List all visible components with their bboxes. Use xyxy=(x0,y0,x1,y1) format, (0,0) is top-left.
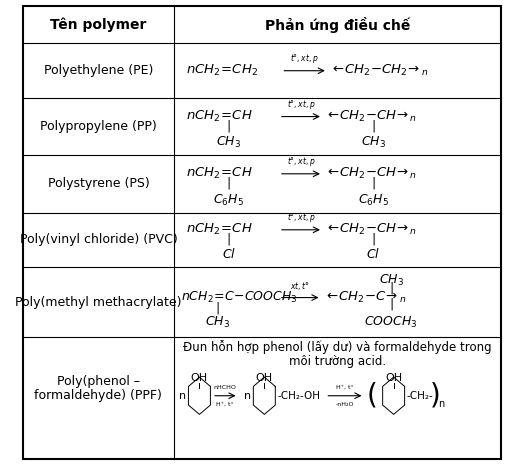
Text: $CH_3$: $CH_3$ xyxy=(361,134,386,150)
Text: Poly(vinyl chloride) (PVC): Poly(vinyl chloride) (PVC) xyxy=(19,233,177,246)
Text: Poly(methyl methacrylate): Poly(methyl methacrylate) xyxy=(15,296,182,309)
Text: Polyethylene (PE): Polyethylene (PE) xyxy=(44,64,153,77)
Text: Tên polymer: Tên polymer xyxy=(50,17,147,32)
Text: $\leftarrow\!CH_2\!-\!C\!\rightarrow_n$: $\leftarrow\!CH_2\!-\!C\!\rightarrow_n$ xyxy=(324,290,407,305)
Text: $C_6H_5$: $C_6H_5$ xyxy=(358,193,388,208)
Text: $\leftarrow\!CH_2\!-\!CH\!\rightarrow_n$: $\leftarrow\!CH_2\!-\!CH\!\rightarrow_n$ xyxy=(325,166,418,181)
Text: $Cl$: $Cl$ xyxy=(222,247,236,261)
Text: (: ( xyxy=(367,382,377,410)
Text: $CH_3$: $CH_3$ xyxy=(206,315,230,330)
Text: H⁺, t°: H⁺, t° xyxy=(336,385,353,390)
Text: $nCH_2\!=\!CH$: $nCH_2\!=\!CH$ xyxy=(186,222,253,237)
Text: -CH₂-: -CH₂- xyxy=(406,391,433,401)
Text: |: | xyxy=(227,120,231,133)
Text: $nCH_2\!=\!C\!-\!COOCH_3$: $nCH_2\!=\!C\!-\!COOCH_3$ xyxy=(181,290,298,305)
Text: $nCH_2\!=\!CH_2$: $nCH_2\!=\!CH_2$ xyxy=(186,63,258,78)
Text: OH: OH xyxy=(191,373,208,383)
Text: n: n xyxy=(438,399,445,409)
Text: OH: OH xyxy=(385,373,402,383)
Text: |: | xyxy=(227,177,231,190)
Text: môi trường acid.: môi trường acid. xyxy=(289,355,386,367)
Text: $\leftarrow\!CH_2\!-\!CH\!\rightarrow_n$: $\leftarrow\!CH_2\!-\!CH\!\rightarrow_n$ xyxy=(325,109,418,124)
Text: |: | xyxy=(227,232,231,246)
Text: formaldehyde) (PPF): formaldehyde) (PPF) xyxy=(34,389,162,402)
Text: $COOCH_3$: $COOCH_3$ xyxy=(364,315,418,330)
Text: Phản ứng điều chế: Phản ứng điều chế xyxy=(265,17,410,33)
Text: |: | xyxy=(216,301,220,314)
Text: $t°,xt,p$: $t°,xt,p$ xyxy=(290,52,319,65)
Text: $xt,t°$: $xt,t°$ xyxy=(290,279,310,292)
Text: Polypropylene (PP): Polypropylene (PP) xyxy=(40,120,157,133)
Text: $t°,xt,p$: $t°,xt,p$ xyxy=(287,98,315,111)
Text: |: | xyxy=(371,120,375,133)
Text: ): ) xyxy=(430,382,441,410)
Text: $\leftarrow\!CH_2\!-\!CH\!\rightarrow_n$: $\leftarrow\!CH_2\!-\!CH\!\rightarrow_n$ xyxy=(325,222,418,237)
Text: $nCH_2\!=\!CH$: $nCH_2\!=\!CH$ xyxy=(186,166,253,181)
Text: $Cl$: $Cl$ xyxy=(366,247,380,261)
Text: |: | xyxy=(371,232,375,246)
Text: OH: OH xyxy=(256,373,273,383)
Text: n: n xyxy=(244,391,251,401)
Text: |: | xyxy=(371,177,375,190)
Text: nHCHO: nHCHO xyxy=(214,385,236,390)
Text: Polystyrene (PS): Polystyrene (PS) xyxy=(48,178,149,191)
Text: $C_6H_5$: $C_6H_5$ xyxy=(213,193,244,208)
Text: $nCH_2\!=\!CH$: $nCH_2\!=\!CH$ xyxy=(186,109,253,124)
Text: |: | xyxy=(389,281,393,294)
Text: n: n xyxy=(179,391,186,401)
Text: Poly(phenol –: Poly(phenol – xyxy=(57,375,140,388)
Text: Đun hỗn hợp phenol (lấy dư) và formaldehyde trong: Đun hỗn hợp phenol (lấy dư) và formaldeh… xyxy=(183,340,492,354)
Text: $t°,xt,p$: $t°,xt,p$ xyxy=(287,155,315,168)
Text: $\leftarrow\!CH_2\!-\!CH_2\!\rightarrow_n$: $\leftarrow\!CH_2\!-\!CH_2\!\rightarrow_… xyxy=(330,63,429,78)
Text: H⁺, t°: H⁺, t° xyxy=(217,402,234,407)
Text: $t°,xt,p$: $t°,xt,p$ xyxy=(287,211,315,224)
Text: |: | xyxy=(389,298,393,311)
Text: $CH_3$: $CH_3$ xyxy=(216,134,241,150)
Text: -CH₂-OH: -CH₂-OH xyxy=(278,391,321,401)
Text: $CH_3$: $CH_3$ xyxy=(378,272,404,287)
Text: -nH₂O: -nH₂O xyxy=(336,402,354,407)
